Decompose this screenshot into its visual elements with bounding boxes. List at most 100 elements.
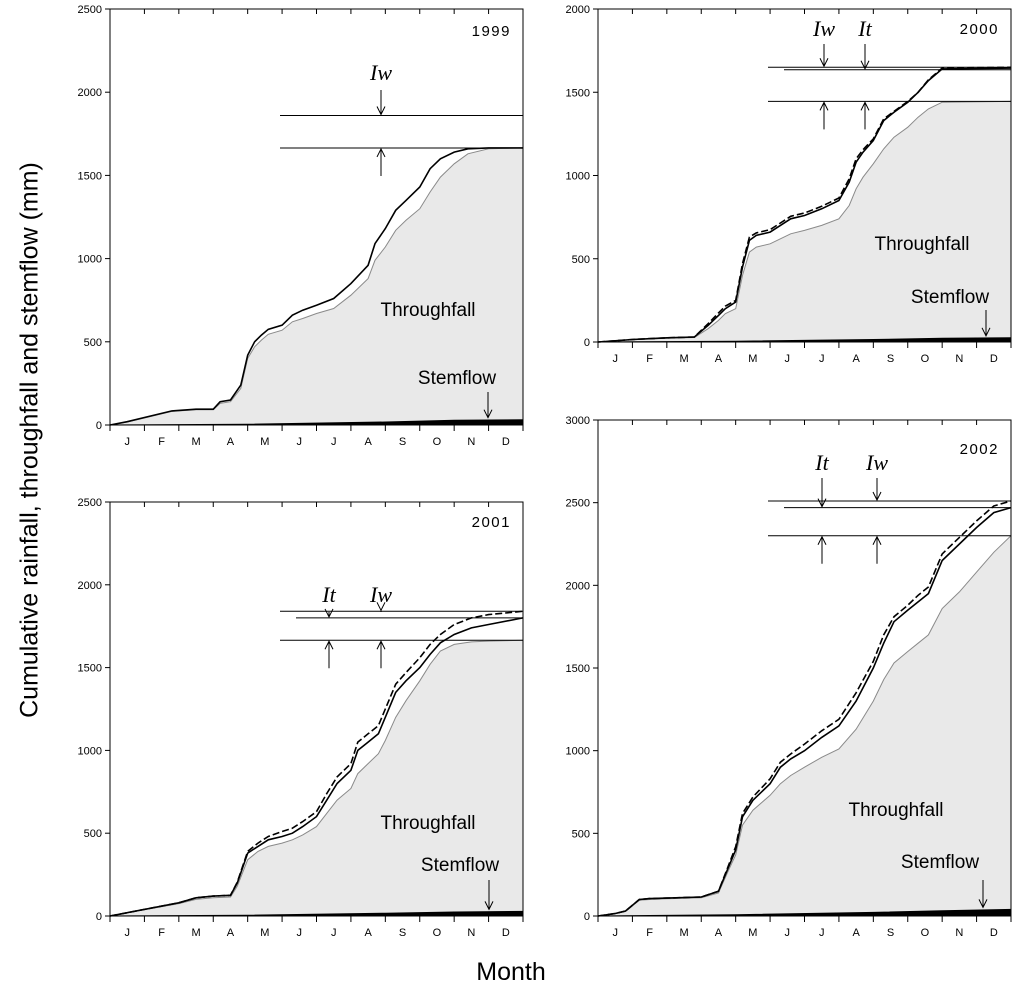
stemflow-label: Stemflow xyxy=(911,287,989,308)
y-tick-label: 0 xyxy=(96,911,102,923)
marker-arrow-down-head xyxy=(817,498,827,508)
rainfall-line-dashed xyxy=(597,66,1012,343)
x-tick-label: O xyxy=(921,927,930,939)
x-tick-label: A xyxy=(852,353,860,365)
y-tick-label: 1500 xyxy=(78,663,102,675)
y-tick-label: 500 xyxy=(84,828,102,840)
x-tick-label: A xyxy=(227,436,235,448)
y-tick-label: 1000 xyxy=(78,745,102,757)
panel-1999: 0 500 1000 1500 2000 2500 J F M A M J J A S O N D 1999 Thro… xyxy=(78,4,524,448)
year-label: 1999 xyxy=(472,23,511,40)
x-tick-label: J xyxy=(331,436,337,448)
x-tick-label: M xyxy=(679,353,688,365)
throughfall-label: Throughfall xyxy=(380,813,475,834)
x-tick-label: J xyxy=(612,927,618,939)
x-tick-label: A xyxy=(852,927,860,939)
marker-arrow-down-head xyxy=(872,491,882,502)
x-tick-label: D xyxy=(502,436,510,448)
y-tick-label: 2500 xyxy=(78,497,102,509)
panel-2000: 0 500 1000 1500 2000 J F M A M J J A S O N D 2000 Throughf… xyxy=(566,4,1012,365)
stemflow-arrow-head xyxy=(978,899,988,909)
stemflow-label: Stemflow xyxy=(901,852,979,873)
throughfall-label: Throughfall xyxy=(874,234,969,255)
x-tick-label: S xyxy=(399,927,406,939)
x-tick-label: M xyxy=(748,353,757,365)
x-tick-label: M xyxy=(260,927,269,939)
marker-arrow-up-head xyxy=(872,535,882,545)
rainfall-line xyxy=(109,617,524,917)
throughfall-label: Throughfall xyxy=(848,800,943,821)
year-label: 2001 xyxy=(472,514,511,531)
rainfall-line-dashed xyxy=(597,500,1012,917)
x-tick-label: A xyxy=(715,353,723,365)
marker-arrow-down-head xyxy=(860,60,870,70)
x-tick-label: F xyxy=(158,927,165,939)
y-tick-label: 1000 xyxy=(78,254,102,266)
marker-arrow-up-head xyxy=(376,147,386,158)
it-marker-label: It xyxy=(321,582,336,607)
x-tick-label: F xyxy=(158,436,165,448)
iw-marker-label: Iw xyxy=(369,60,392,85)
x-tick-label: M xyxy=(748,927,757,939)
x-tick-label: J xyxy=(819,927,825,939)
throughfall-line xyxy=(109,639,524,917)
x-tick-label: A xyxy=(364,927,372,939)
marker-arrow-up-head xyxy=(819,101,829,111)
x-tick-label: S xyxy=(399,436,406,448)
y-tick-label: 2000 xyxy=(566,4,590,16)
x-tick-label: O xyxy=(433,436,442,448)
y-tick-label: 2000 xyxy=(566,580,590,592)
y-tick-label: 500 xyxy=(84,337,102,349)
marker-arrow-up-head xyxy=(817,535,827,545)
x-tick-label: N xyxy=(955,353,963,365)
y-tick-label: 2000 xyxy=(78,580,102,592)
x-tick-label: J xyxy=(819,353,825,365)
x-tick-label: M xyxy=(679,927,688,939)
x-tick-label: J xyxy=(785,927,791,939)
marker-arrow-down-head xyxy=(324,608,334,619)
y-tick-label: 1000 xyxy=(566,746,590,758)
iw-marker-label: Iw xyxy=(369,582,392,607)
throughfall-area xyxy=(598,535,1011,916)
stemflow-label: Stemflow xyxy=(418,368,496,389)
rainfall-line xyxy=(597,67,1012,343)
x-tick-label: N xyxy=(955,927,963,939)
iw-marker-label: Iw xyxy=(865,450,888,475)
x-tick-label: J xyxy=(124,927,130,939)
x-axis-title: Month xyxy=(476,958,546,986)
x-tick-label: F xyxy=(646,927,653,939)
marker-arrow-down-head xyxy=(376,106,386,116)
y-tick-label: 2500 xyxy=(566,498,590,510)
x-tick-label: J xyxy=(297,927,303,939)
it-marker-label: It xyxy=(857,16,872,41)
iw-marker-label: Iw xyxy=(812,16,835,41)
panel-2002: 0 500 1000 1500 2000 2500 3000 J F M A M J J A S O N D 2002… xyxy=(566,415,1012,939)
y-tick-label: 0 xyxy=(96,420,102,432)
x-tick-label: O xyxy=(433,927,442,939)
stemflow-arrow-head xyxy=(483,409,493,419)
y-tick-label: 3000 xyxy=(566,415,590,427)
year-label: 2000 xyxy=(960,21,999,38)
throughfall-line xyxy=(597,100,1012,343)
year-label: 2002 xyxy=(960,441,999,458)
x-tick-label: J xyxy=(124,436,130,448)
y-tick-label: 2500 xyxy=(78,4,102,16)
x-tick-label: D xyxy=(990,353,998,365)
throughfall-label: Throughfall xyxy=(380,300,475,321)
y-tick-label: 2000 xyxy=(78,87,102,99)
throughfall-area xyxy=(110,640,523,916)
panel-2001: 0 500 1000 1500 2000 2500 J F M A M J J A S O N D 2001 Thro… xyxy=(78,497,524,939)
marker-arrow-down-head xyxy=(376,602,386,612)
x-tick-label: O xyxy=(921,353,930,365)
x-tick-label: M xyxy=(191,436,200,448)
y-tick-label: 0 xyxy=(584,911,590,923)
rainfall-line-dashed xyxy=(109,610,524,917)
stemflow-arrow-head xyxy=(484,901,494,911)
throughfall-area xyxy=(110,147,523,425)
x-tick-label: J xyxy=(785,353,791,365)
x-tick-label: S xyxy=(887,353,894,365)
x-tick-label: J xyxy=(331,927,337,939)
it-marker-label: It xyxy=(814,450,829,475)
